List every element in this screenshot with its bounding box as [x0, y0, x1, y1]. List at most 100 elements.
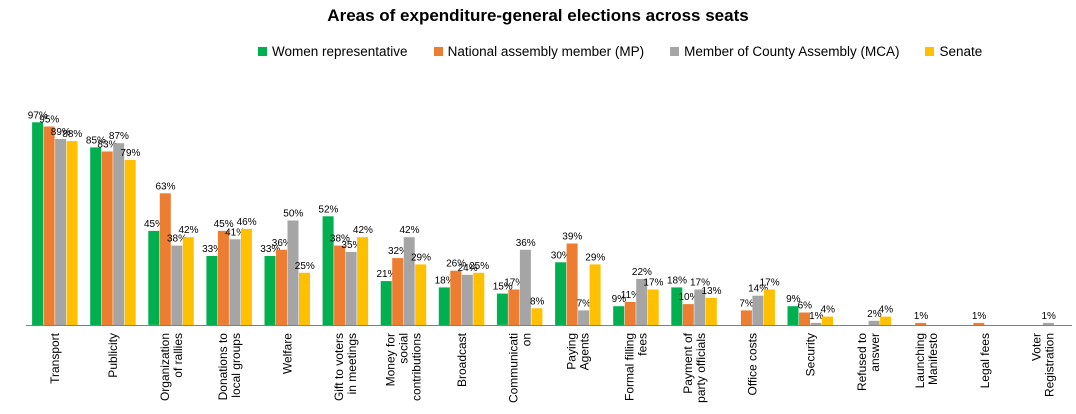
data-label: 1% — [1041, 311, 1056, 322]
bar — [636, 279, 648, 325]
data-label: 85% — [86, 135, 106, 146]
data-label: 26% — [446, 259, 466, 270]
bar — [415, 264, 427, 325]
data-label: 29% — [411, 252, 431, 263]
bar — [682, 304, 694, 325]
bar — [555, 262, 567, 325]
legend-label: Senate — [939, 44, 983, 59]
bar — [322, 216, 334, 325]
data-label: 87% — [109, 131, 129, 142]
category-label: Donations tolocal groups — [216, 333, 243, 401]
legend-swatch — [925, 47, 935, 56]
data-label: 1% — [809, 311, 824, 322]
legend-swatch — [670, 47, 680, 56]
bar — [113, 143, 125, 325]
data-label: 88% — [62, 129, 82, 140]
category-label-line: Communicati — [506, 333, 520, 403]
bar — [357, 237, 369, 325]
data-label: 21% — [376, 269, 396, 280]
bar — [613, 306, 625, 325]
data-label: 2% — [867, 309, 882, 320]
bar — [799, 312, 810, 325]
data-label: 10% — [678, 292, 698, 303]
bar — [334, 245, 346, 325]
data-label: 18% — [667, 275, 687, 286]
bar — [217, 230, 229, 325]
category-label-line: Security — [804, 333, 818, 376]
bar — [473, 272, 485, 326]
bar — [380, 281, 392, 325]
category-label-line: local groups — [229, 333, 243, 398]
data-label: 25% — [469, 261, 489, 272]
category-label-line: contributions — [410, 333, 424, 401]
category-label-line: Voter — [1029, 333, 1043, 361]
bar — [589, 264, 601, 325]
bar — [299, 272, 310, 326]
category-label-line: Welfare — [281, 333, 295, 374]
category-label: Broadcast — [455, 332, 469, 387]
category-label-line: Money for — [384, 333, 398, 386]
data-label: 1% — [914, 311, 929, 322]
category-label-line: fees — [636, 333, 650, 356]
bar — [822, 316, 833, 325]
legend-swatch — [433, 47, 443, 56]
bar — [182, 237, 194, 325]
data-label: 17% — [690, 278, 710, 289]
chart-legend: Women representative National assembly me… — [258, 44, 982, 59]
category-label-line: Broadcast — [455, 332, 469, 387]
category-label-line: Legal fees — [978, 333, 992, 388]
category-label-line: Gift to voters — [332, 333, 346, 401]
category-label-line: Registration — [1042, 333, 1056, 397]
bar — [496, 293, 508, 325]
bar — [508, 289, 520, 325]
data-label: 14% — [748, 284, 768, 295]
legend-label: Member of County Assembly (MCA) — [684, 44, 900, 59]
category-label-line: on — [519, 333, 533, 346]
bar — [868, 320, 880, 325]
category-label-line: of rallies — [171, 333, 185, 378]
category-label: Security — [804, 333, 818, 376]
bar — [787, 306, 799, 325]
bar — [345, 251, 357, 325]
category-label: Organizationof rallies — [158, 333, 185, 401]
data-label: 4% — [821, 305, 836, 316]
bar — [450, 270, 462, 325]
data-label: 1% — [972, 311, 987, 322]
data-label: 18% — [435, 275, 455, 286]
bar — [531, 308, 543, 325]
legend-label: National assembly member (MP) — [447, 44, 645, 59]
bar — [32, 122, 44, 325]
category-label-line: Manifesto — [926, 333, 940, 385]
data-label: 29% — [585, 252, 605, 263]
bar — [206, 256, 218, 325]
bar — [438, 287, 450, 325]
category-label-line: party officials — [694, 333, 708, 403]
bar — [810, 322, 822, 325]
legend-item-2: Member of County Assembly (MCA) — [670, 44, 899, 59]
category-label-line: Refused to — [855, 333, 869, 391]
category-label: Publicity — [106, 333, 120, 378]
data-label: 9% — [786, 294, 801, 305]
data-label: 33% — [260, 244, 280, 255]
data-label: 97% — [28, 110, 48, 121]
category-label-line: Launching — [913, 333, 927, 388]
category-label: LaunchingManifesto — [913, 333, 940, 389]
bar — [171, 245, 183, 325]
bar — [392, 258, 404, 325]
bar — [880, 316, 892, 325]
bar — [124, 159, 136, 325]
data-label: 35% — [341, 240, 361, 251]
data-label: 6% — [798, 301, 813, 312]
data-label: 7% — [739, 298, 754, 309]
chart-title: Areas of expenditure-general elections a… — [327, 6, 749, 25]
bar — [566, 243, 578, 325]
bar — [90, 147, 102, 325]
bar — [229, 239, 241, 325]
data-label: 39% — [562, 232, 582, 243]
bar — [915, 322, 927, 325]
category-label-line: Formal filling — [623, 333, 637, 401]
category-label: Office costs — [745, 333, 759, 395]
bar — [403, 237, 415, 325]
data-label: 17% — [643, 278, 663, 289]
